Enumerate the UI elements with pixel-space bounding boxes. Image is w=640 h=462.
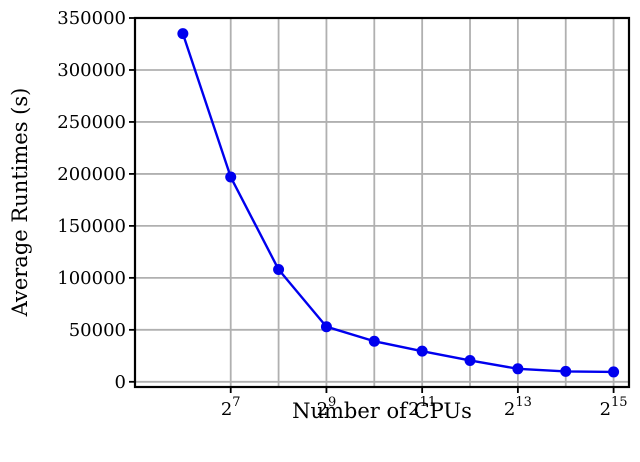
series-line (181, 33, 614, 374)
x-tick-label: 27 (221, 395, 241, 420)
data-point (608, 366, 620, 378)
y-tick-label: 50000 (69, 320, 126, 341)
data-point (464, 354, 476, 366)
data-point (273, 264, 285, 276)
data-point (177, 28, 189, 40)
grid (135, 17, 629, 387)
plot-frame (133, 16, 631, 389)
data-point (416, 345, 428, 357)
y-tick-label: 100000 (57, 268, 126, 289)
x-tick-label: 29 (317, 395, 337, 420)
data-point (368, 335, 380, 347)
data-point (320, 321, 332, 333)
x-tick-label: 215 (600, 395, 628, 420)
y-tick-label: 200000 (57, 164, 126, 185)
series-layer (177, 28, 620, 378)
axis-ticks: 0 50000 100000 150000 200000 250000 300000 3500… (57, 8, 627, 420)
y-tick-label: 0 (115, 372, 126, 393)
y-tick-label: 300000 (57, 60, 126, 81)
data-point (512, 363, 524, 375)
y-axis-title: Average Runtimes (s) (8, 88, 32, 318)
data-point (560, 365, 572, 377)
y-tick-label: 250000 (57, 112, 126, 133)
y-tick-label: 350000 (57, 8, 126, 29)
x-tick-label: 213 (504, 395, 532, 420)
x-axis-title: Number of CPUs (292, 399, 472, 423)
x-tick-label: 211 (408, 395, 436, 420)
y-tick-label: 150000 (57, 216, 126, 237)
data-point (225, 171, 237, 183)
